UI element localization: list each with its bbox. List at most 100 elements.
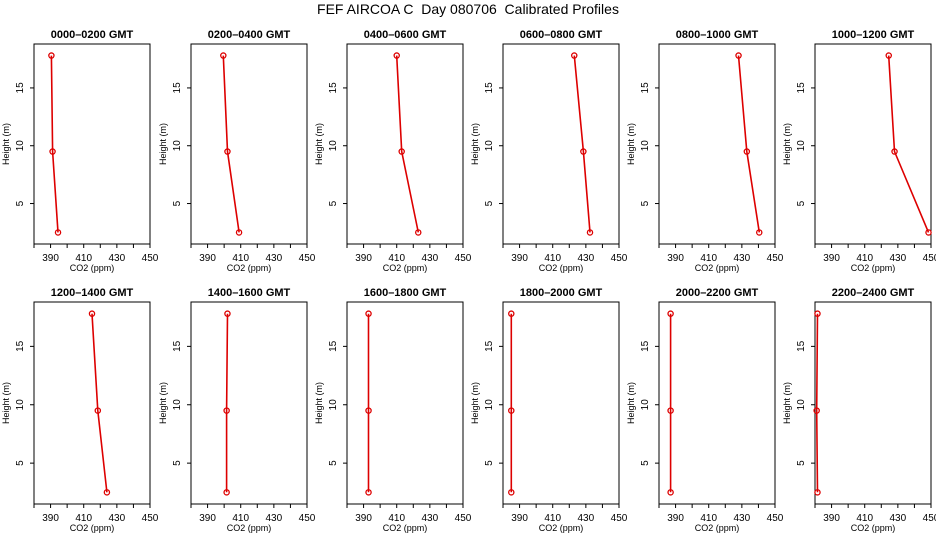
y-axis-label: Height (m) [626,123,636,165]
data-point [925,229,932,236]
x-axis-label: CO2 (ppm) [695,523,740,533]
x-tick-label: 390 [667,513,684,524]
data-point [54,229,62,236]
x-axis-label: CO2 (ppm) [539,263,584,273]
panel-12: 2200–2400 GMT 390 410 430 450 CO2 (ppm) 5 10 15 H… [782,287,936,533]
data-point [885,52,892,59]
y-tick-label: 5 [328,460,339,466]
plot-frame [814,301,932,505]
data-point [223,407,230,414]
panel-title: 0800–1000 GMT [676,29,759,41]
y-tick-label: 10 [484,399,495,411]
panel-title: 1000–1200 GMT [832,29,915,41]
y-tick-label: 5 [172,200,183,206]
panel-9: 1600–1800 GMT 390 410 430 450 CO2 (ppm) 5 10 15 H… [314,287,472,533]
y-tick-label: 15 [15,340,26,352]
panel-11: 2000–2200 GMT 390 410 430 450 CO2 (ppm) 5 10 15 H… [626,287,784,533]
x-tick-label: 410 [700,513,717,524]
panel-6: 1000–1200 GMT 390 410 430 450 CO2 (ppm) 5 10 15 H… [782,29,936,273]
y-tick-label: 5 [15,460,26,466]
data-point [571,52,578,59]
plot-frame [346,43,464,245]
y-tick-label: 5 [328,200,339,206]
plot-frame [814,43,932,245]
panel-title: 0000–0200 GMT [51,29,134,41]
data-point [667,489,674,496]
x-tick-label: 410 [856,513,873,524]
data-point [891,148,898,155]
x-tick-label: 430 [422,513,439,524]
x-tick-label: 450 [142,513,159,524]
y-tick-label: 10 [796,399,807,411]
y-tick-label: 10 [796,140,807,152]
data-point [586,229,594,236]
y-tick-label: 15 [640,340,651,352]
data-point [667,407,674,414]
y-axis-label: Height (m) [314,382,324,424]
panel-5: 0800–1000 GMT 390 410 430 450 CO2 (ppm) 5 10 15 H… [626,29,784,273]
x-tick-label: 450 [611,513,628,524]
y-tick-label: 10 [15,399,26,411]
y-tick-label: 15 [328,82,339,94]
panel-8: 1400–1600 GMT 390 410 430 450 CO2 (ppm) 5 10 15 H… [158,287,316,533]
x-tick-label: 450 [299,253,316,264]
x-tick-label: 430 [734,253,751,264]
data-point [393,52,400,59]
panel-title: 1600–1800 GMT [364,287,447,299]
panel-1: 0000–0200 GMT 390 410 430 450 CO2 (ppm) 5 10 15 H… [1,29,159,273]
data-point [103,489,111,496]
y-axis-label: Height (m) [782,123,792,165]
y-tick-label: 15 [172,82,183,94]
data-point [235,229,243,236]
data-point [48,52,55,59]
y-axis-label: Height (m) [782,382,792,424]
y-tick-label: 5 [15,200,26,206]
plot-frame [502,301,620,505]
profile-line [737,55,761,233]
x-tick-label: 430 [109,253,126,264]
x-tick-label: 410 [700,253,717,264]
data-point [580,148,587,155]
data-point [88,310,96,317]
panel-4: 0600–0800 GMT 390 410 430 450 CO2 (ppm) 5 10 15 H… [470,29,628,273]
x-tick-label: 410 [75,513,92,524]
y-tick-label: 15 [328,340,339,352]
y-tick-label: 10 [172,399,183,411]
x-tick-label: 410 [856,253,873,264]
data-point [508,310,515,317]
data-point [735,52,742,59]
y-axis-label: Height (m) [314,123,324,165]
data-point [224,310,231,317]
x-axis-label: CO2 (ppm) [383,263,428,273]
x-tick-label: 410 [388,513,405,524]
profile-line [573,55,591,233]
y-tick-label: 10 [640,140,651,152]
y-tick-label: 5 [796,200,807,206]
y-axis-label: Height (m) [470,382,480,424]
x-tick-label: 450 [923,253,936,264]
data-point [756,229,763,236]
data-point [398,148,405,155]
y-tick-label: 10 [484,140,495,152]
x-tick-label: 450 [455,513,472,524]
y-tick-label: 10 [328,140,339,152]
x-tick-label: 430 [890,513,907,524]
plot-frame [33,301,151,505]
data-point [743,148,751,155]
x-axis-label: CO2 (ppm) [851,263,896,273]
x-axis-label: CO2 (ppm) [383,523,428,533]
x-axis-label: CO2 (ppm) [70,263,115,273]
y-tick-label: 5 [796,460,807,466]
y-tick-label: 15 [484,82,495,94]
x-tick-label: 450 [142,253,159,264]
plot-frame [658,301,776,505]
data-point [415,229,422,236]
data-point [508,489,515,496]
x-tick-label: 430 [422,253,439,264]
y-tick-label: 15 [796,82,807,94]
y-tick-label: 15 [172,340,183,352]
x-tick-label: 430 [734,513,751,524]
x-axis-label: CO2 (ppm) [70,523,115,533]
y-axis-label: Height (m) [470,123,480,165]
y-tick-label: 10 [640,399,651,411]
